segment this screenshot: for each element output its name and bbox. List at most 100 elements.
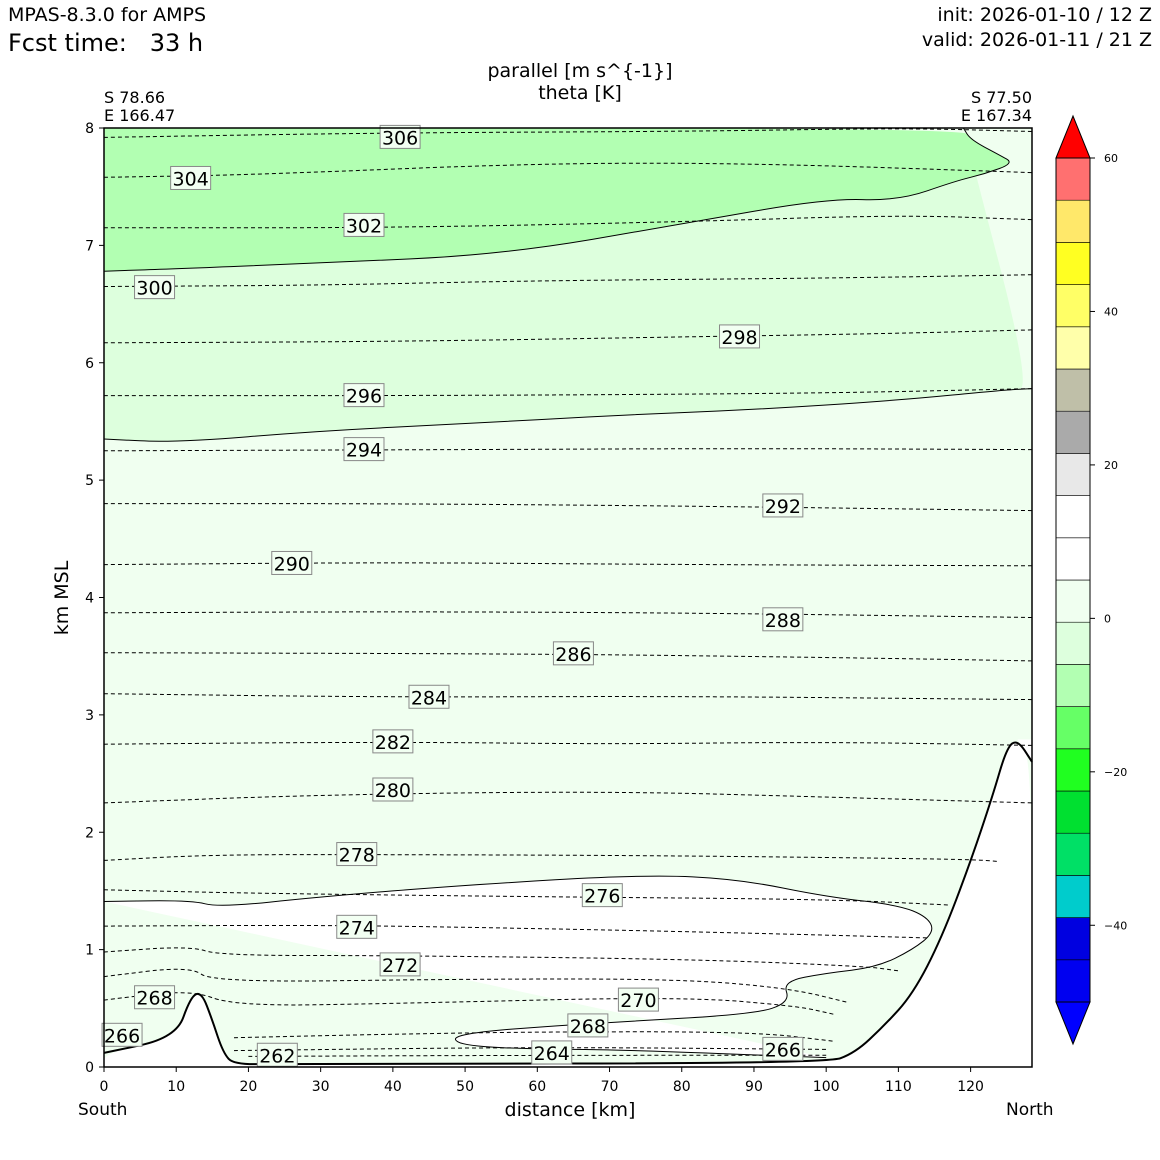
theta-label: 274	[339, 917, 375, 939]
colorbar-segment	[1055, 199, 1091, 243]
fill-wind-band-mid	[104, 133, 1023, 442]
theta-label: 290	[274, 553, 310, 575]
theta-label: 284	[411, 687, 447, 709]
theta-contour-line	[103, 889, 949, 906]
colorbar-tick-label: 20	[1104, 459, 1118, 472]
colorbar-segment	[1055, 495, 1091, 539]
theta-label-box	[552, 641, 594, 666]
theta-label-box	[372, 777, 414, 802]
colorbar-tick-label: 40	[1104, 305, 1118, 318]
theta-contour-line	[103, 854, 1000, 863]
theta-contour-line	[103, 741, 1033, 746]
theta-contour-line	[103, 274, 1033, 287]
x-tick-label: 100	[813, 1079, 840, 1095]
theta-label: 268	[136, 988, 172, 1010]
south-label: South	[78, 1100, 128, 1120]
model-name: MPAS-8.3.0 for AMPS	[8, 4, 207, 26]
x-tick-label: 0	[100, 1079, 109, 1095]
y-tick-label: 6	[85, 356, 94, 372]
theta-contour-line	[103, 215, 1033, 229]
theta-label-box	[567, 1013, 609, 1038]
theta-label: 262	[259, 1045, 295, 1067]
theta-label-box	[134, 985, 176, 1010]
colorbar-segment	[1055, 917, 1091, 961]
theta-label-box	[581, 883, 623, 908]
forecast-time: Fcst time: 33 h	[8, 29, 203, 57]
y-tick-label: 2	[85, 825, 94, 841]
colorbar-tick-label: −40	[1104, 919, 1127, 932]
theta-label-box	[379, 124, 421, 149]
colorbar-segment	[1055, 748, 1091, 792]
right-lon: E 167.34	[960, 106, 1032, 125]
theta-label-box	[372, 729, 414, 754]
valid-time: valid: 2026-01-11 / 21 Z	[921, 29, 1152, 51]
theta-label-box	[762, 607, 804, 632]
x-tick-label: 80	[673, 1079, 691, 1095]
x-tick-label: 40	[384, 1079, 402, 1095]
theta-contour-line	[248, 1054, 827, 1057]
theta-contour-line	[103, 611, 1033, 618]
theta-label: 264	[534, 1043, 570, 1065]
theta-label-box	[762, 1036, 804, 1061]
theta-label-box	[719, 324, 761, 349]
left-endpoint-coords: S 78.66 E 166.47	[104, 89, 175, 125]
theta-label-box	[336, 914, 378, 939]
colorbar-segment	[1055, 410, 1091, 454]
theta-label: 266	[104, 1025, 140, 1047]
y-tick-label: 4	[85, 591, 94, 607]
north-label: North	[1006, 1100, 1054, 1120]
x-tick-label: 10	[167, 1079, 185, 1095]
y-tick-label: 1	[85, 943, 94, 959]
left-lon: E 166.47	[104, 106, 176, 125]
colorbar-tick-label: 60	[1104, 152, 1118, 165]
colorbar-segment	[1055, 664, 1091, 707]
theta-label: 304	[173, 168, 209, 190]
theta-contour-line	[233, 1047, 827, 1052]
theta-label-box	[343, 212, 385, 237]
theta-label-box	[336, 842, 378, 867]
theta-label-box	[343, 383, 385, 408]
theta-label: 278	[339, 845, 375, 867]
forecast-time-label: Fcst time:	[8, 29, 127, 57]
colorbar-segment	[1055, 621, 1091, 665]
theta-label: 306	[382, 127, 418, 149]
chart-subtitle: theta [K]	[538, 82, 622, 104]
theta-label-box	[343, 437, 385, 462]
x-tick-label: 110	[885, 1079, 912, 1095]
colorbar-segment	[1055, 832, 1091, 876]
y-tick-label: 3	[85, 708, 94, 724]
colorbar-segment	[1055, 875, 1091, 918]
colorbar-segment	[1055, 326, 1091, 370]
theta-contour-line	[233, 1031, 834, 1042]
theta-label-box	[379, 952, 421, 977]
colorbar-segment	[1055, 284, 1091, 328]
theta-label: 276	[584, 886, 620, 908]
colorbar-segment	[1055, 706, 1091, 750]
theta-contour-line	[103, 652, 1033, 662]
colorbar-segment	[1055, 790, 1091, 834]
theta-contour-line	[103, 968, 848, 1003]
theta-label: 288	[765, 610, 801, 632]
theta-label: 270	[620, 990, 656, 1012]
theta-contour-line	[103, 329, 1033, 344]
theta-contour-line	[104, 503, 1033, 512]
theta-label: 272	[382, 955, 418, 977]
fill-wind-band-top	[104, 128, 1010, 272]
x-tick-label: 50	[456, 1079, 474, 1095]
theta-label: 292	[765, 496, 801, 518]
right-lat: S 77.50	[970, 88, 1032, 107]
theta-label-box	[134, 275, 176, 300]
theta-contour-line	[103, 562, 1033, 567]
theta-contour-line	[103, 924, 928, 939]
theta-contour-line	[103, 448, 1033, 452]
x-tick-label: 120	[957, 1079, 984, 1095]
wind-contour-line	[103, 127, 1010, 272]
colorbar-frame	[1055, 157, 1091, 1003]
right-endpoint-coords: S 77.50 E 167.34	[961, 89, 1032, 125]
colorbar-segment	[1055, 579, 1091, 623]
y-tick-label: 5	[85, 473, 94, 489]
colorbar-arrow-top	[1055, 114, 1091, 159]
y-tick-label: 0	[85, 1060, 94, 1076]
theta-label-box	[101, 1022, 143, 1047]
colorbar-tick-label: 0	[1104, 612, 1111, 625]
